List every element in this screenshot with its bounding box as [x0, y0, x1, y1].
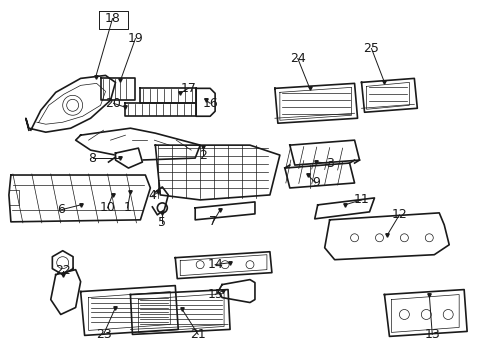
Text: 3: 3	[325, 157, 333, 170]
Text: 2: 2	[199, 149, 207, 162]
Text: 20: 20	[105, 97, 121, 110]
Text: 15: 15	[207, 288, 223, 301]
Polygon shape	[289, 140, 359, 165]
Polygon shape	[125, 103, 196, 116]
Text: 8: 8	[88, 152, 97, 165]
Text: 5: 5	[158, 216, 166, 229]
Text: 7: 7	[209, 215, 217, 228]
Text: 18: 18	[104, 12, 120, 25]
Text: 11: 11	[353, 193, 368, 206]
Polygon shape	[9, 175, 150, 222]
Text: 6: 6	[57, 203, 64, 216]
Polygon shape	[155, 145, 279, 200]
Text: 9: 9	[311, 176, 319, 189]
Text: 22: 22	[55, 264, 70, 277]
Polygon shape	[52, 251, 73, 275]
Text: 16: 16	[202, 97, 218, 110]
Polygon shape	[274, 84, 357, 123]
Text: 21: 21	[190, 328, 205, 341]
Polygon shape	[218, 280, 254, 302]
Polygon shape	[115, 148, 142, 168]
Polygon shape	[324, 213, 448, 260]
Polygon shape	[140, 88, 196, 103]
Text: 1: 1	[123, 201, 131, 215]
Polygon shape	[384, 289, 466, 336]
Polygon shape	[175, 252, 271, 279]
Text: 13: 13	[424, 328, 439, 341]
Polygon shape	[361, 78, 416, 112]
Text: 10: 10	[100, 201, 115, 215]
Polygon shape	[285, 163, 354, 188]
Text: 25: 25	[363, 42, 379, 55]
Polygon shape	[51, 270, 81, 315]
Polygon shape	[101, 78, 135, 100]
Text: 24: 24	[289, 52, 305, 65]
Text: 12: 12	[391, 208, 407, 221]
Text: 19: 19	[127, 32, 143, 45]
Text: 23: 23	[96, 328, 111, 341]
Polygon shape	[314, 198, 374, 219]
Polygon shape	[81, 285, 178, 336]
Polygon shape	[130, 289, 229, 334]
Polygon shape	[26, 75, 115, 132]
Text: 4: 4	[148, 189, 156, 202]
Polygon shape	[195, 202, 254, 220]
Polygon shape	[76, 128, 200, 160]
Text: 17: 17	[180, 82, 196, 95]
Text: 14: 14	[207, 258, 223, 271]
Polygon shape	[196, 88, 215, 116]
